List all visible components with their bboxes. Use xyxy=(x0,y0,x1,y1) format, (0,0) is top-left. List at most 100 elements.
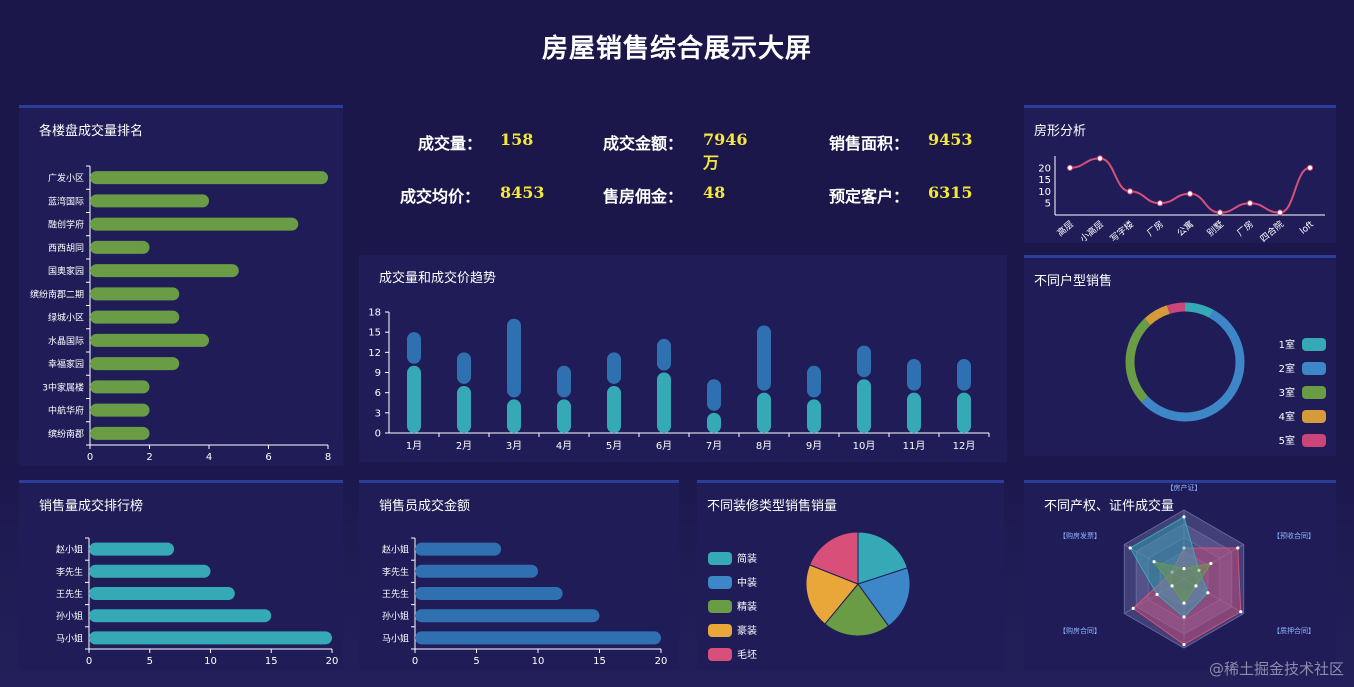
y-tick-label: 18 xyxy=(368,308,381,319)
panel-property-radar: 不同产权、证件成交量 【房产证】 【预收合同】 【质押合同】 【购房合同】 【购房发票】 xyxy=(1024,480,1336,670)
legend-label: 5室 xyxy=(1279,434,1295,447)
legend-swatch xyxy=(1302,386,1326,399)
x-tick-label: 4月 xyxy=(556,440,572,452)
legend-label: 中装 xyxy=(737,576,757,589)
category-label: 西西胡同 xyxy=(48,242,84,254)
y-tick-label: 9 xyxy=(375,368,381,379)
legend-label: 毛坯 xyxy=(737,649,757,661)
category-label: 水晶国际 xyxy=(48,335,84,347)
radar-point xyxy=(1182,642,1186,647)
radar-indicator-label: 【质押合同】 xyxy=(1273,626,1315,635)
category-label: 缤纷南郡 xyxy=(48,428,84,440)
bar xyxy=(907,392,921,433)
data-point xyxy=(1126,188,1134,195)
radar-point xyxy=(1197,568,1201,572)
kpi-value: 48 xyxy=(703,183,726,202)
radar-indicator-label: 【预收合同】 xyxy=(1273,531,1315,540)
x-tick-label: 7月 xyxy=(706,440,722,452)
x-tick-label: 20 xyxy=(326,656,339,667)
category-label: 蓝湾国际 xyxy=(48,195,84,207)
chart-room-types: 1室 2室 3室 4室 5室 xyxy=(1125,302,1326,447)
panel-building-ranking: 各楼盘成交量排名 广发小区 蓝湾国际 融创学府 西西胡同 国奥家园 缤纷南郡二期 绿城小区水… xyxy=(19,105,343,466)
x-tick-label: 8 xyxy=(325,452,331,463)
kpi-label: 成交量： xyxy=(418,134,483,153)
category-label: 孙小姐 xyxy=(382,610,409,622)
x-tick-label: 15 xyxy=(265,656,278,667)
radar-indicator-label: 【房产证】 xyxy=(1167,483,1202,492)
bar xyxy=(807,365,821,398)
x-tick-label: 6月 xyxy=(656,440,672,452)
bar xyxy=(957,392,971,433)
category-label: 李先生 xyxy=(56,566,83,578)
bar xyxy=(607,385,621,433)
y-tick-label: 0 xyxy=(375,429,381,440)
panel-sales-rank: 销售量成交排行榜 赵小姐 李先生 王先生 孙小姐 马小姐 0 5 10 15 20 xyxy=(19,480,343,670)
bar xyxy=(657,372,671,433)
legend-swatch xyxy=(708,600,732,613)
kpi-value: 158 xyxy=(500,130,534,149)
panel-title: 销售量成交排行榜 xyxy=(39,499,144,514)
x-tick-label: 四合院 xyxy=(1258,218,1286,245)
bar xyxy=(90,333,209,347)
x-tick-label: 9月 xyxy=(806,440,822,452)
data-point xyxy=(1306,164,1314,171)
bar xyxy=(89,609,272,623)
category-label: 孙小姐 xyxy=(56,610,83,622)
series-line xyxy=(1069,157,1311,214)
x-tick-label: 5 xyxy=(147,656,153,667)
legend-swatch xyxy=(1302,338,1326,351)
category-label: 赵小姐 xyxy=(56,544,83,556)
panel-title: 不同户型销售 xyxy=(1034,274,1113,289)
bar xyxy=(557,365,571,398)
x-tick-label: 5 xyxy=(473,656,479,667)
bar xyxy=(407,332,421,364)
category-label: 王先生 xyxy=(382,588,409,600)
radar-point xyxy=(1209,561,1213,566)
watermark: @稀土掘金技术社区 xyxy=(1208,660,1344,678)
x-tick-label: 10 xyxy=(204,656,217,667)
x-tick-label: 2 xyxy=(146,452,152,463)
legend-swatch xyxy=(708,648,732,661)
bar xyxy=(557,399,571,433)
x-tick-label: 0 xyxy=(412,656,418,667)
bar xyxy=(89,542,175,556)
bar xyxy=(90,310,180,324)
x-tick-label: 11月 xyxy=(903,440,926,452)
radar-point xyxy=(1236,546,1240,550)
legend-label: 精装 xyxy=(737,600,757,613)
bar xyxy=(89,631,332,645)
panel-room-types: 不同户型销售 1室 2室 3室 4室 5室 xyxy=(1024,255,1336,456)
radar-point xyxy=(1182,546,1186,550)
legend-label: 2室 xyxy=(1279,362,1295,375)
panel-sales-amount: 销售员成交金额 赵小姐 李先生 王先生 孙小姐 马小姐 0 5 10 15 20 xyxy=(359,480,679,670)
kpi-label: 成交金额： xyxy=(603,134,684,153)
data-point xyxy=(1156,200,1164,207)
category-label: 马小姐 xyxy=(56,632,83,644)
y-tick-label: 6 xyxy=(375,388,381,399)
panel-title: 房形分析 xyxy=(1034,124,1087,139)
x-tick-label: 2月 xyxy=(456,440,472,452)
x-tick-label: 写字楼 xyxy=(1108,218,1136,245)
radar-point xyxy=(1182,601,1186,605)
category-label: 马小姐 xyxy=(382,632,409,644)
bar xyxy=(90,171,328,185)
x-tick-label: 厂房 xyxy=(1144,218,1166,239)
legend-swatch xyxy=(1302,362,1326,375)
x-tick-label: 8月 xyxy=(756,440,772,452)
bar xyxy=(90,287,180,301)
kpi-value: 6315 xyxy=(928,183,973,202)
category-label: 融创学府 xyxy=(48,219,84,231)
legend-swatch xyxy=(1302,434,1326,447)
x-tick-label: 5月 xyxy=(606,440,622,452)
legend-label: 1室 xyxy=(1279,338,1295,351)
category-label: 绿城小区 xyxy=(48,312,84,324)
radar-point xyxy=(1128,546,1132,550)
legend-label: 4室 xyxy=(1279,410,1295,423)
panel-decoration: 不同装修类型销售销量 简装 中装 精装 豪装 毛坯 xyxy=(697,480,1004,670)
pie-slice xyxy=(857,531,909,585)
donut-slice xyxy=(1125,302,1245,422)
category-label: 缤纷南郡二期 xyxy=(30,288,84,300)
